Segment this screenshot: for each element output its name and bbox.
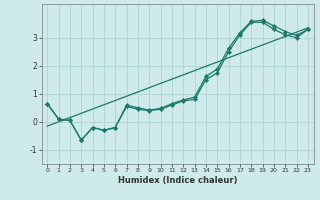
X-axis label: Humidex (Indice chaleur): Humidex (Indice chaleur) — [118, 176, 237, 185]
